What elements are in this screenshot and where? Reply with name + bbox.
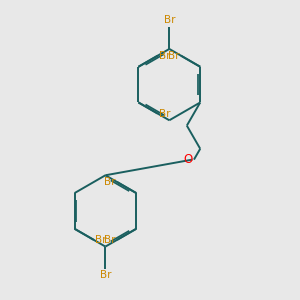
Text: Br: Br [159, 109, 171, 118]
Text: O: O [183, 153, 193, 166]
Text: Br: Br [159, 51, 171, 61]
Text: Br: Br [104, 235, 116, 245]
Text: Br: Br [104, 177, 116, 187]
Text: Br: Br [95, 235, 107, 245]
Text: Br: Br [168, 51, 179, 61]
Text: Br: Br [164, 15, 175, 25]
Text: Br: Br [100, 270, 111, 280]
